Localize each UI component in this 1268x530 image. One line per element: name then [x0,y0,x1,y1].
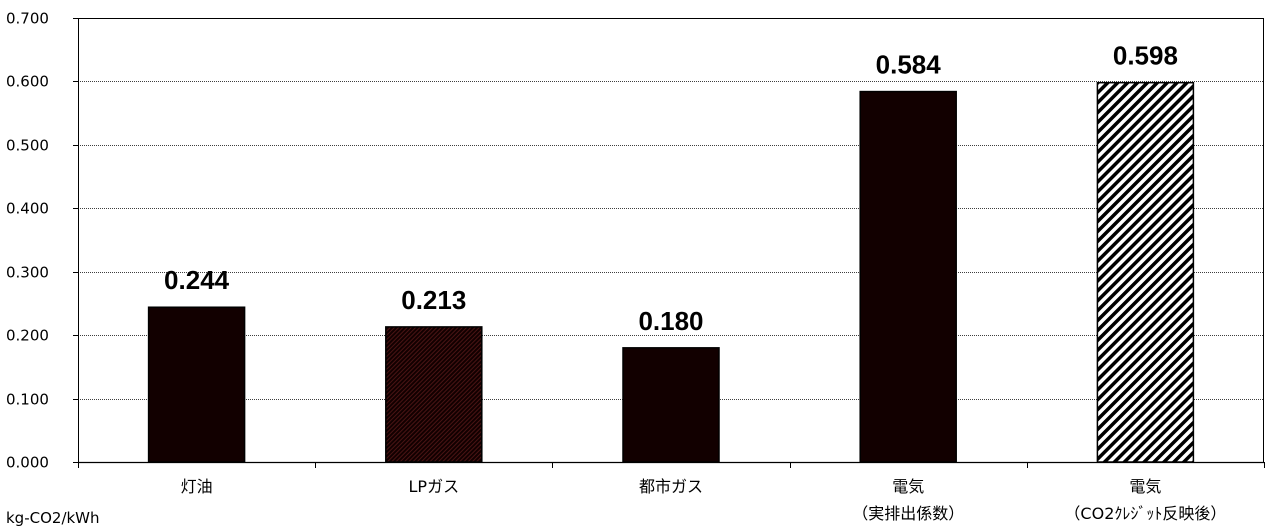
bars [147,81,1195,463]
y-tick-label: 0.700 [6,10,49,28]
x-category-label: LPガス [409,477,460,496]
bar-value-label: 0.244 [164,265,230,295]
x-category-label: 電気 [892,477,924,496]
bar-value-label: 0.180 [638,306,703,336]
y-tick-label: 0.200 [6,327,49,345]
bar-value-label: 0.584 [876,50,942,80]
bar-value-label: 0.598 [1113,41,1178,71]
y-tick-label: 0.000 [6,454,49,472]
y-tick-label: 0.400 [6,200,49,218]
y-tick-label: 0.600 [6,73,49,91]
x-category-label: 電気 [1129,477,1161,496]
bar [385,326,483,463]
y-axis-unit-label: kg-CO2/kWh [6,509,100,527]
x-category-label: 灯油 [181,477,213,496]
y-tick-label: 0.500 [6,137,49,155]
y-tick-label: 0.300 [6,264,49,282]
bar [1096,81,1195,463]
bar [147,306,246,463]
labels: 0.000 0.100 0.200 0.300 0.400 0.500 0.600 0.700… [6,10,1226,524]
bar [622,347,720,463]
y-tick-label: 0.100 [6,391,49,409]
gridlines [78,18,1264,400]
bar [859,90,957,463]
axes [73,18,1265,468]
bar-value-label: 0.213 [401,285,466,315]
x-category-label: 都市ガス [639,477,703,496]
x-category-sublabel: （実排出係数） [852,504,964,523]
x-category-sublabel: （CO2ｸﾚｼﾞｯﾄ反映後） [1064,504,1226,523]
